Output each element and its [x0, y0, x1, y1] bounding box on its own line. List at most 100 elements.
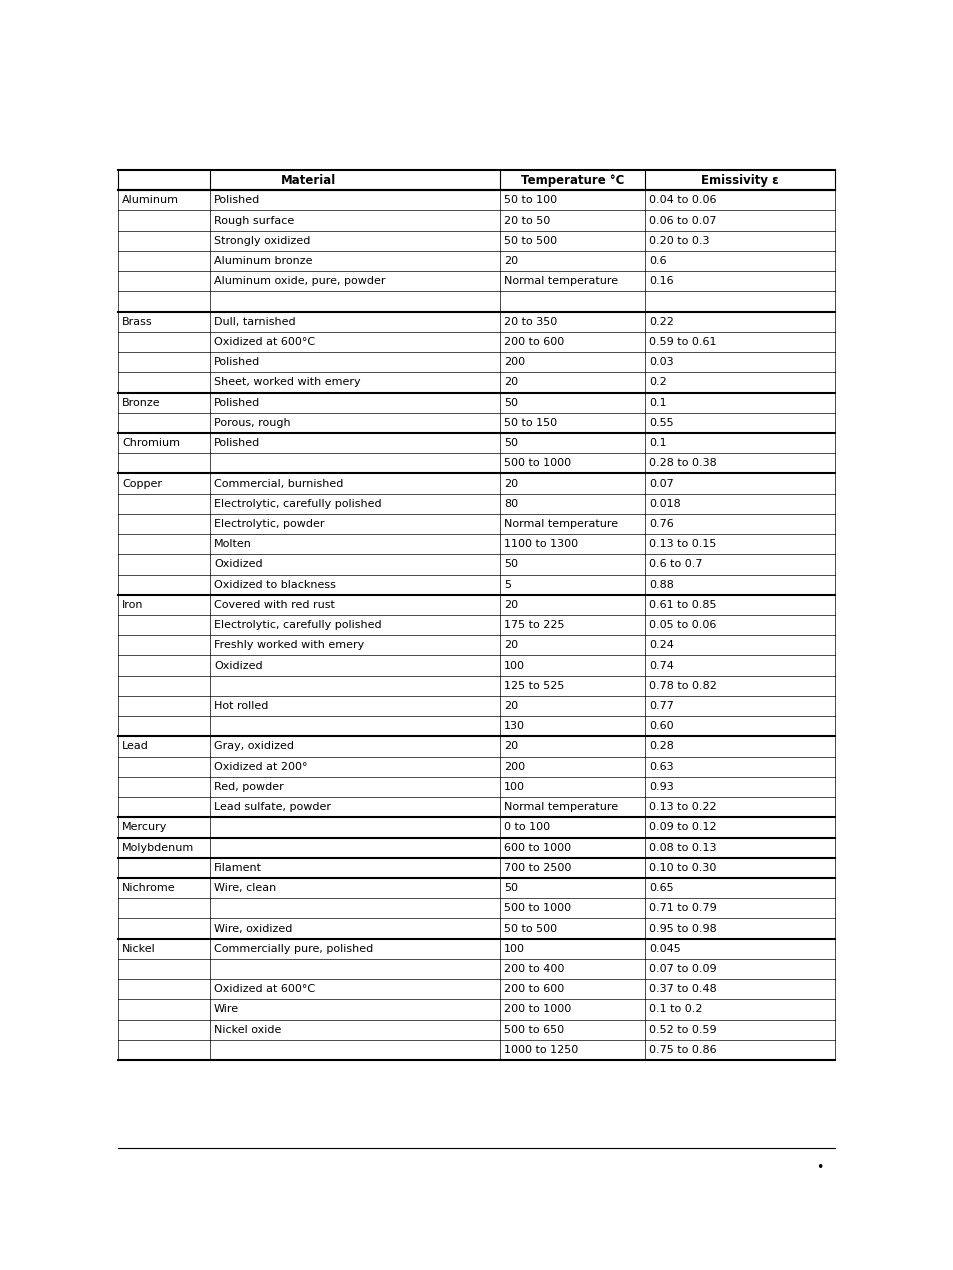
Text: Nichrome: Nichrome [122, 883, 175, 893]
Text: 0.03: 0.03 [648, 357, 673, 367]
Text: Normal temperature: Normal temperature [503, 519, 618, 530]
Text: 0.95 to 0.98: 0.95 to 0.98 [648, 923, 716, 933]
Text: 0.1: 0.1 [648, 438, 666, 448]
Text: 0.05 to 0.06: 0.05 to 0.06 [648, 620, 716, 630]
Text: 200: 200 [503, 762, 524, 772]
Text: 20: 20 [503, 257, 517, 265]
Text: Molten: Molten [213, 540, 252, 549]
Text: 200 to 600: 200 to 600 [503, 337, 563, 347]
Text: 0.88: 0.88 [648, 579, 673, 589]
Text: 0.045: 0.045 [648, 944, 680, 954]
Text: 0.61 to 0.85: 0.61 to 0.85 [648, 599, 716, 610]
Text: 0.16: 0.16 [648, 277, 673, 286]
Text: 100: 100 [503, 944, 524, 954]
Text: 500 to 1000: 500 to 1000 [503, 458, 571, 469]
Text: 80: 80 [503, 499, 517, 509]
Text: Lead: Lead [122, 742, 149, 752]
Text: 50: 50 [503, 398, 517, 408]
Text: Oxidized: Oxidized [213, 559, 262, 569]
Text: Aluminum oxide, pure, powder: Aluminum oxide, pure, powder [213, 277, 385, 286]
Text: 0.74: 0.74 [648, 660, 673, 671]
Text: 175 to 225: 175 to 225 [503, 620, 564, 630]
Text: 20: 20 [503, 701, 517, 711]
Text: 0.55: 0.55 [648, 418, 673, 428]
Text: 0.13 to 0.15: 0.13 to 0.15 [648, 540, 716, 549]
Text: 600 to 1000: 600 to 1000 [503, 842, 571, 852]
Text: 50 to 100: 50 to 100 [503, 196, 557, 206]
Text: 200 to 1000: 200 to 1000 [503, 1005, 571, 1015]
Text: Oxidized: Oxidized [213, 660, 262, 671]
Text: Porous, rough: Porous, rough [213, 418, 291, 428]
Text: 50: 50 [503, 438, 517, 448]
Text: Wire, clean: Wire, clean [213, 883, 276, 893]
Text: 200 to 400: 200 to 400 [503, 964, 564, 974]
Text: 0.13 to 0.22: 0.13 to 0.22 [648, 803, 716, 812]
Text: 0.22: 0.22 [648, 316, 673, 326]
Text: 20 to 350: 20 to 350 [503, 316, 557, 326]
Text: Aluminum: Aluminum [122, 196, 179, 206]
Text: Temperature °C: Temperature °C [520, 174, 623, 187]
Text: Material: Material [281, 174, 336, 187]
Text: Nickel: Nickel [122, 944, 155, 954]
Text: 20: 20 [503, 377, 517, 387]
Text: Commercially pure, polished: Commercially pure, polished [213, 944, 373, 954]
Text: Commercial, burnished: Commercial, burnished [213, 479, 343, 489]
Text: 20 to 50: 20 to 50 [503, 216, 550, 226]
Text: 200 to 600: 200 to 600 [503, 984, 563, 994]
Text: Mercury: Mercury [122, 823, 167, 832]
Text: 0.59 to 0.61: 0.59 to 0.61 [648, 337, 716, 347]
Text: 50 to 500: 50 to 500 [503, 236, 557, 246]
Text: 700 to 2500: 700 to 2500 [503, 862, 571, 872]
Text: 1100 to 1300: 1100 to 1300 [503, 540, 578, 549]
Text: 0.78 to 0.82: 0.78 to 0.82 [648, 681, 716, 691]
Text: Polished: Polished [213, 398, 260, 408]
Text: Iron: Iron [122, 599, 143, 610]
Text: 20: 20 [503, 479, 517, 489]
Text: Rough surface: Rough surface [213, 216, 294, 226]
Text: Molybdenum: Molybdenum [122, 842, 194, 852]
Text: 0.71 to 0.79: 0.71 to 0.79 [648, 903, 716, 913]
Text: 0.07: 0.07 [648, 479, 673, 489]
Text: 0.28 to 0.38: 0.28 to 0.38 [648, 458, 716, 469]
Text: 0.63: 0.63 [648, 762, 673, 772]
Text: Oxidized at 200°: Oxidized at 200° [213, 762, 307, 772]
Text: Bronze: Bronze [122, 398, 160, 408]
Text: Wire, oxidized: Wire, oxidized [213, 923, 292, 933]
Text: Emissivity ε: Emissivity ε [700, 174, 778, 187]
Text: 0.06 to 0.07: 0.06 to 0.07 [648, 216, 716, 226]
Text: Copper: Copper [122, 479, 162, 489]
Text: 0.75 to 0.86: 0.75 to 0.86 [648, 1045, 716, 1055]
Text: •: • [816, 1162, 822, 1175]
Text: 50 to 500: 50 to 500 [503, 923, 557, 933]
Text: 0.04 to 0.06: 0.04 to 0.06 [648, 196, 716, 206]
Text: 20: 20 [503, 599, 517, 610]
Text: Aluminum bronze: Aluminum bronze [213, 257, 313, 265]
Text: Polished: Polished [213, 438, 260, 448]
Text: 0 to 100: 0 to 100 [503, 823, 550, 832]
Text: 20: 20 [503, 640, 517, 650]
Text: 50: 50 [503, 883, 517, 893]
Text: 0.28: 0.28 [648, 742, 673, 752]
Text: 500 to 650: 500 to 650 [503, 1025, 563, 1035]
Text: Filament: Filament [213, 862, 262, 872]
Text: Normal temperature: Normal temperature [503, 277, 618, 286]
Text: 20: 20 [503, 742, 517, 752]
Text: 0.10 to 0.30: 0.10 to 0.30 [648, 862, 716, 872]
Text: 5: 5 [503, 579, 511, 589]
Text: Gray, oxidized: Gray, oxidized [213, 742, 294, 752]
Text: 500 to 1000: 500 to 1000 [503, 903, 571, 913]
Text: Electrolytic, carefully polished: Electrolytic, carefully polished [213, 620, 381, 630]
Text: Freshly worked with emery: Freshly worked with emery [213, 640, 364, 650]
Text: 100: 100 [503, 782, 524, 792]
Text: Electrolytic, carefully polished: Electrolytic, carefully polished [213, 499, 381, 509]
Text: Oxidized to blackness: Oxidized to blackness [213, 579, 335, 589]
Text: Hot rolled: Hot rolled [213, 701, 268, 711]
Text: Sheet, worked with emery: Sheet, worked with emery [213, 377, 360, 387]
Text: Lead sulfate, powder: Lead sulfate, powder [213, 803, 331, 812]
Text: Nickel oxide: Nickel oxide [213, 1025, 281, 1035]
Text: Red, powder: Red, powder [213, 782, 283, 792]
Text: 130: 130 [503, 721, 524, 732]
Text: 0.08 to 0.13: 0.08 to 0.13 [648, 842, 716, 852]
Text: 0.24: 0.24 [648, 640, 673, 650]
Text: 0.37 to 0.48: 0.37 to 0.48 [648, 984, 716, 994]
